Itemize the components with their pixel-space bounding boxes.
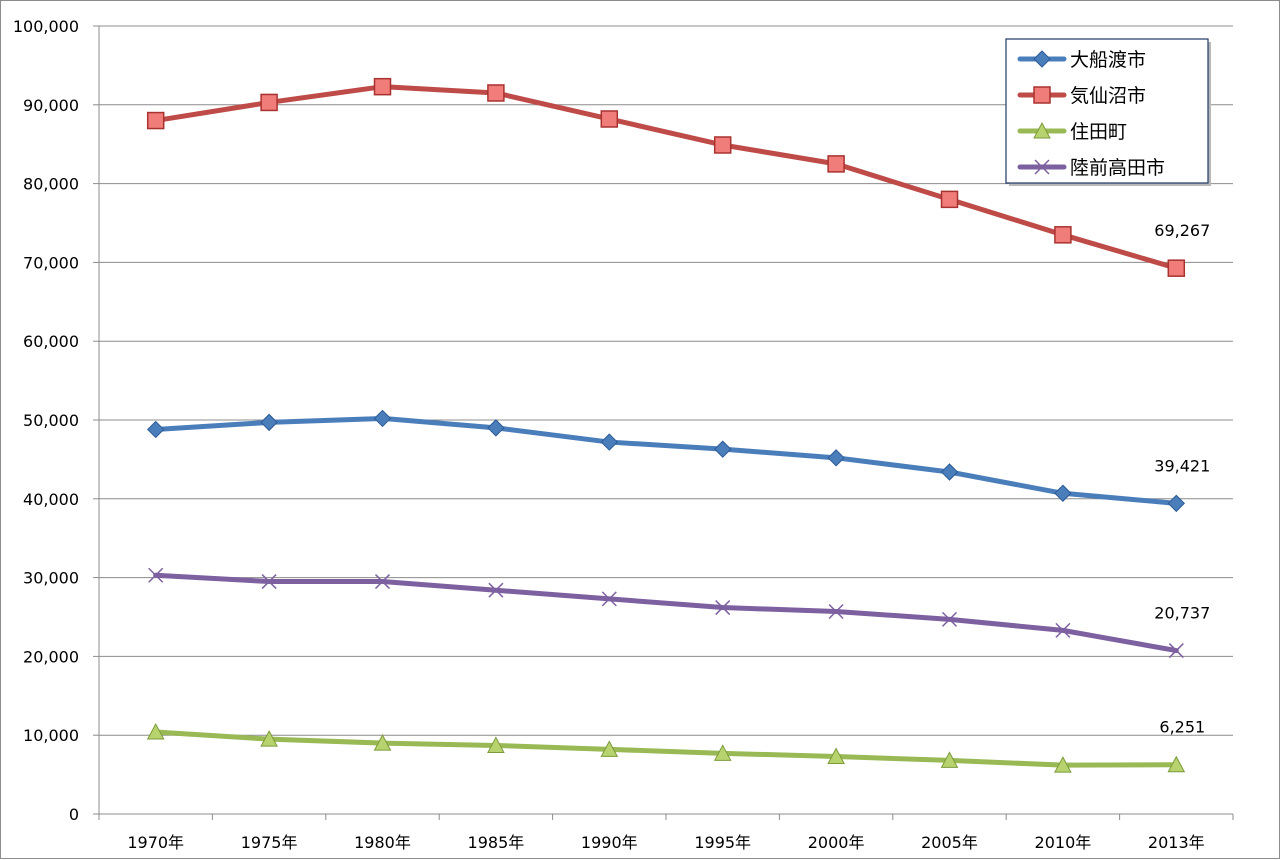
data-point [487, 736, 505, 753]
data-label: 69,267 [1154, 221, 1210, 240]
data-point [600, 110, 619, 128]
y-tick-label: 10,000 [23, 726, 79, 745]
series-line [153, 84, 1179, 271]
legend-marker [1034, 159, 1050, 175]
x-tick-label: 1985年 [468, 833, 525, 852]
data-point [600, 433, 619, 451]
series-1: 69,267 [146, 77, 1210, 277]
data-point [1054, 484, 1072, 502]
data-point [827, 449, 845, 467]
legend-label: 大船渡市 [1070, 49, 1146, 71]
y-tick-label: 100,000 [13, 17, 79, 36]
x-tick-label: 1995年 [694, 833, 751, 852]
data-point [1167, 259, 1186, 277]
y-tick-label: 60,000 [23, 332, 79, 351]
x-tick-label: 1975年 [241, 833, 298, 852]
legend-item: 住田町 [1017, 121, 1127, 143]
data-point [713, 744, 732, 761]
y-tick-label: 20,000 [23, 647, 79, 666]
y-tick-label: 70,000 [23, 253, 79, 272]
x-tick-label: 2000年 [808, 833, 865, 852]
legend-item: 気仙沼市 [1017, 85, 1146, 107]
data-point [260, 413, 278, 432]
series-line [153, 572, 1179, 654]
legend-item: 陸前高田市 [1017, 157, 1165, 179]
data-point [827, 155, 845, 173]
data-point [260, 730, 278, 747]
data-label: 39,421 [1154, 456, 1210, 475]
y-tick-label: 0 [69, 805, 79, 824]
data-point [1168, 643, 1184, 659]
x-tick-label: 2013年 [1148, 833, 1205, 852]
data-point [1167, 494, 1186, 513]
data-point [487, 419, 505, 437]
data-point [828, 603, 844, 620]
data-point [941, 611, 958, 627]
data-label: 20,737 [1154, 604, 1210, 623]
series-2: 6,251 [146, 718, 1205, 773]
data-point [940, 463, 959, 481]
y-tick-label: 50,000 [23, 411, 79, 430]
data-point [146, 420, 165, 439]
data-point [713, 136, 732, 154]
y-tick-label: 80,000 [23, 175, 79, 194]
data-point [488, 582, 504, 598]
data-point [1054, 756, 1072, 773]
series-3: 20,737 [148, 567, 1210, 659]
data-point [373, 77, 392, 96]
legend-label: 陸前高田市 [1070, 157, 1165, 179]
legend-marker [1033, 86, 1051, 104]
data-point [374, 574, 391, 590]
data-point [260, 93, 278, 112]
data-point [373, 409, 392, 428]
y-tick-label: 90,000 [23, 96, 79, 115]
series-line [153, 415, 1179, 506]
x-tick-label: 2005年 [921, 833, 978, 852]
data-point [715, 600, 731, 616]
data-point [600, 740, 619, 757]
x-tick-label: 1990年 [581, 833, 638, 852]
gridlines [99, 25, 1233, 736]
data-point [601, 591, 617, 607]
x-tick-label: 1970年 [127, 833, 184, 852]
data-point [373, 734, 392, 751]
x-tick-label: 1980年 [354, 833, 411, 852]
data-point [146, 722, 165, 740]
data-point [1167, 755, 1186, 773]
x-tick-label: 2010年 [1035, 833, 1092, 852]
data-point [148, 567, 164, 583]
data-point [713, 440, 732, 458]
data-point [940, 190, 959, 209]
y-tick-label: 30,000 [23, 569, 79, 588]
data-point [1054, 226, 1072, 244]
data-point [1055, 622, 1071, 638]
legend-label: 住田町 [1070, 121, 1127, 143]
legend-item: 大船渡市 [1017, 49, 1146, 71]
series-0: 39,421 [146, 409, 1210, 513]
legend-label: 気仙沼市 [1070, 85, 1146, 107]
data-point [261, 574, 277, 590]
data-point [146, 111, 165, 130]
legend-marker [1033, 50, 1051, 68]
legend-marker [1033, 121, 1051, 139]
data-label: 6,251 [1159, 718, 1205, 737]
series-line [153, 729, 1179, 768]
data-point [940, 751, 959, 768]
y-tick-label: 40,000 [23, 490, 79, 509]
data-point [487, 84, 505, 102]
data-point [827, 747, 845, 764]
